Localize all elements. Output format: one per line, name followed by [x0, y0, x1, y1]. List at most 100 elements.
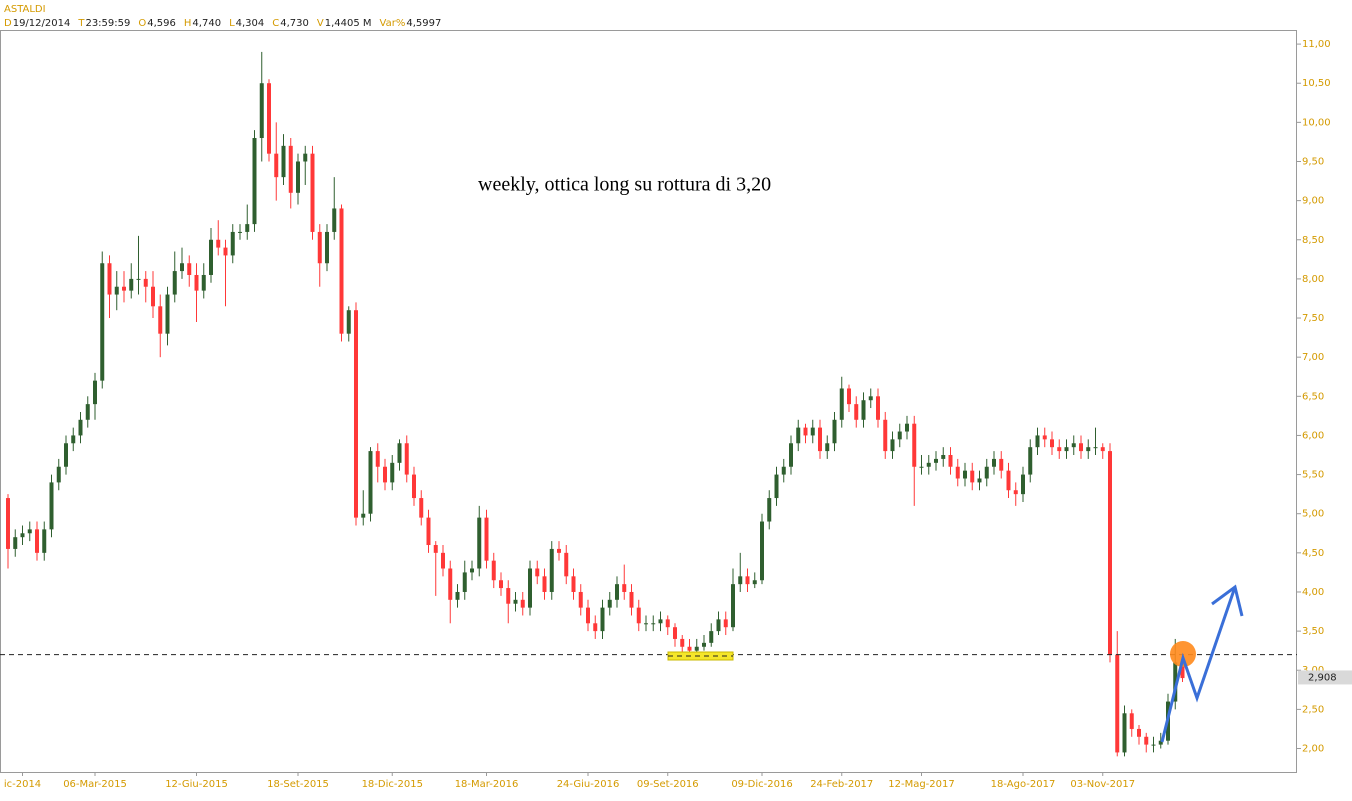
x-tick-label: 03-Nov-2017: [1070, 779, 1135, 790]
last-price-label: 2,908: [1308, 672, 1337, 683]
candle-body: [673, 627, 677, 639]
candle-body: [615, 584, 619, 600]
y-tick-label: 6,50: [1302, 391, 1324, 402]
y-tick-label: 7,50: [1302, 313, 1324, 324]
candle-body: [194, 274, 199, 291]
info-key: L: [229, 18, 235, 29]
candle-body: [789, 443, 793, 467]
x-tick-label: 24-Giu-2016: [557, 779, 620, 790]
info-key: O: [138, 18, 146, 29]
candle-body: [629, 591, 634, 608]
candle-body: [803, 427, 808, 436]
candle-body: [383, 466, 387, 483]
x-tick-label: 18-Dic-2015: [362, 779, 423, 790]
x-tick-label: 18-Mar-2016: [455, 779, 519, 790]
projection-arrow: [1160, 586, 1237, 743]
candle-body: [1050, 439, 1054, 448]
info-key: D: [4, 18, 12, 29]
candle-body: [238, 231, 242, 233]
candle-body: [890, 439, 895, 452]
y-tick-label: 8,00: [1302, 274, 1324, 285]
candle-body: [78, 419, 83, 436]
y-tick-label: 2,50: [1302, 704, 1324, 715]
candle-body: [1129, 713, 1134, 729]
y-tick-label: 7,00: [1302, 352, 1324, 363]
info-value: 4,740: [192, 18, 221, 29]
candle-body: [433, 545, 438, 553]
last-price-box: [1298, 670, 1352, 685]
info-value: 23:59:59: [85, 18, 130, 29]
candle-body: [339, 208, 344, 334]
candle-body: [296, 161, 300, 193]
candle-body: [85, 404, 90, 420]
y-tick-label: 4,00: [1302, 587, 1324, 598]
candle-body: [397, 443, 402, 463]
candle-body: [586, 607, 590, 624]
candle-body: [818, 427, 822, 452]
candle-body: [571, 576, 576, 592]
candle-body: [143, 278, 148, 287]
candle-body: [1180, 662, 1185, 679]
info-value: 1,4405 M: [325, 18, 372, 29]
candle-body: [114, 286, 119, 295]
candle-body: [955, 466, 960, 479]
candle-body: [1158, 740, 1163, 745]
candle-body: [267, 83, 271, 154]
x-tick-label: 24-Feb-2017: [810, 779, 873, 790]
candle-body: [252, 138, 257, 225]
candle-body: [165, 294, 170, 334]
y-tick-label: 5,50: [1302, 470, 1324, 481]
candle-body: [93, 380, 97, 405]
candle-body: [1013, 490, 1018, 495]
candle-body: [1064, 447, 1069, 452]
x-tick-label: 18-Ago-2017: [991, 779, 1056, 790]
candle-body: [868, 396, 873, 401]
candle-body: [781, 466, 786, 475]
candle-body: [1151, 744, 1156, 746]
x-tick-label: ic-2014: [4, 779, 41, 790]
candle-body: [796, 427, 801, 444]
candle-body: [158, 306, 163, 334]
candle-body: [71, 435, 76, 444]
candle-body: [919, 466, 924, 468]
candle-body: [390, 462, 395, 483]
candle-body: [694, 646, 699, 651]
y-tick-label: 9,00: [1302, 196, 1324, 207]
candle-body: [977, 478, 982, 483]
x-tick-label: 06-Mar-2015: [63, 779, 127, 790]
info-key: V: [317, 18, 324, 29]
candle-body: [651, 623, 656, 625]
candle-body: [897, 431, 902, 440]
candle-body: [27, 529, 32, 534]
candle-body: [35, 529, 39, 553]
candle-body: [1057, 447, 1062, 452]
candle-body: [6, 498, 10, 549]
candle-body: [346, 310, 351, 334]
candle-body: [107, 263, 112, 295]
candle-body: [963, 470, 967, 479]
info-value: 4,5997: [406, 18, 441, 29]
candle-body: [180, 263, 184, 272]
candle-body: [209, 239, 213, 275]
candle-body: [607, 599, 612, 608]
candle-body: [767, 498, 772, 522]
candle-body: [1086, 447, 1091, 452]
candle-body: [259, 83, 264, 139]
candle-body: [745, 576, 750, 585]
candle-body: [1021, 474, 1025, 495]
y-tick-label: 10,00: [1302, 117, 1331, 128]
candle-body: [535, 568, 540, 577]
ticks: 2,002,503,003,504,004,505,005,506,006,50…: [4, 39, 1331, 790]
candle-body: [477, 517, 482, 569]
candle-body: [354, 310, 358, 518]
candle-body: [325, 231, 329, 264]
y-tick-label: 11,00: [1302, 39, 1331, 50]
candle-body: [636, 607, 641, 624]
candle-body: [42, 529, 47, 553]
candle-body: [1093, 447, 1098, 449]
candle-body: [201, 274, 206, 291]
candle-body: [136, 278, 141, 280]
candle-body: [847, 388, 851, 405]
candle-body: [1035, 435, 1040, 448]
